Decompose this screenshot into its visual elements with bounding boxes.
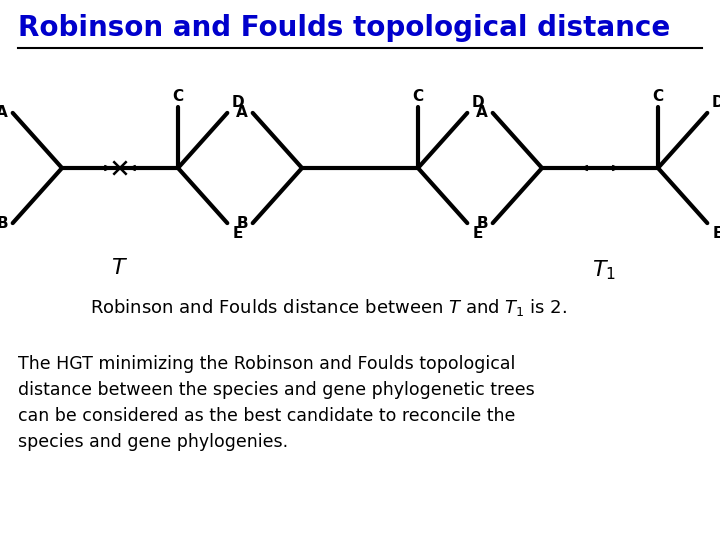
Text: C: C — [652, 89, 664, 104]
Text: Robinson and Foulds topological distance: Robinson and Foulds topological distance — [18, 14, 670, 42]
Text: $\mathit{T}$: $\mathit{T}$ — [112, 258, 128, 278]
Text: Robinson and Foulds distance between $\mathit{T}$ and $\mathit{T}_1$ is 2.: Robinson and Foulds distance between $\m… — [90, 298, 567, 319]
Text: D: D — [711, 95, 720, 110]
Text: E: E — [472, 226, 483, 241]
Text: distance between the species and gene phylogenetic trees: distance between the species and gene ph… — [18, 381, 535, 399]
Text: D: D — [231, 95, 244, 110]
Text: A: A — [0, 105, 8, 120]
Text: species and gene phylogenies.: species and gene phylogenies. — [18, 433, 288, 451]
Text: A: A — [477, 105, 488, 120]
Text: E: E — [713, 226, 720, 241]
Text: C: C — [172, 89, 184, 104]
Text: C: C — [413, 89, 423, 104]
Text: E: E — [233, 226, 243, 241]
Text: D: D — [472, 95, 484, 110]
Text: B: B — [236, 215, 248, 231]
Text: B: B — [0, 215, 8, 231]
Text: A: A — [236, 105, 248, 120]
Text: can be considered as the best candidate to reconcile the: can be considered as the best candidate … — [18, 407, 516, 425]
Text: B: B — [477, 215, 488, 231]
Text: $\mathit{T}_1$: $\mathit{T}_1$ — [592, 258, 616, 281]
Text: The HGT minimizing the Robinson and Foulds topological: The HGT minimizing the Robinson and Foul… — [18, 355, 516, 373]
